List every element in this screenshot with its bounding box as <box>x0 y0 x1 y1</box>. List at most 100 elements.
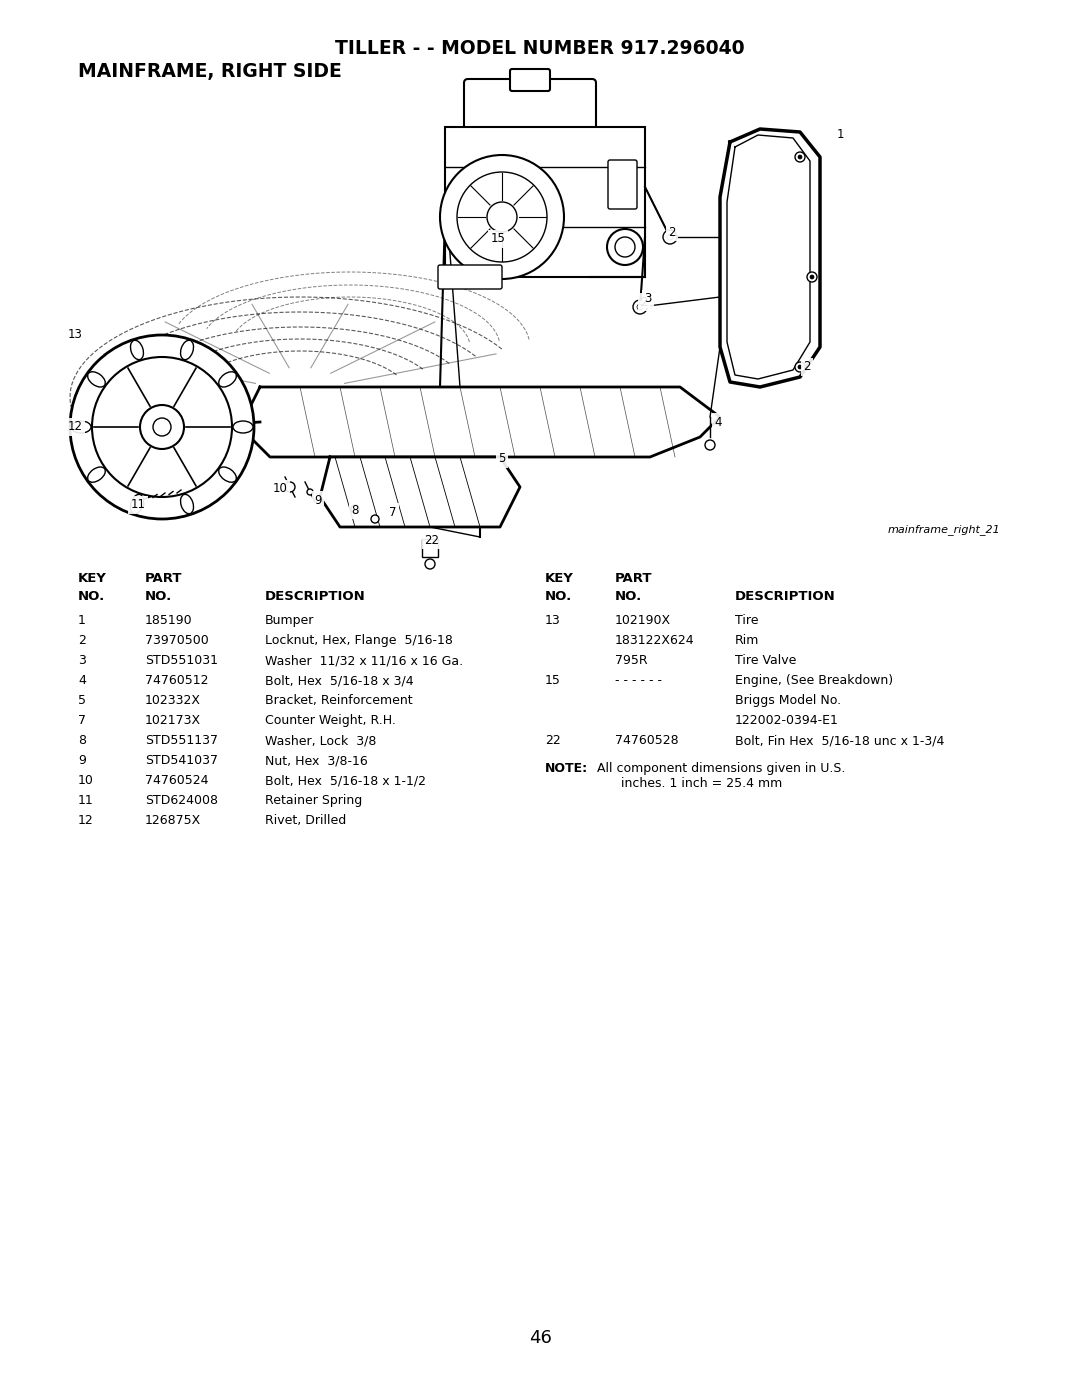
Text: Bolt, Hex  5/16-18 x 3/4: Bolt, Hex 5/16-18 x 3/4 <box>265 673 414 687</box>
Circle shape <box>798 365 802 369</box>
Text: 5: 5 <box>78 694 86 707</box>
Text: NO.: NO. <box>545 590 572 604</box>
Text: 102332X: 102332X <box>145 694 201 707</box>
Text: Bolt, Fin Hex  5/16-18 unc x 1-3/4: Bolt, Fin Hex 5/16-18 unc x 1-3/4 <box>735 733 944 747</box>
Text: 126875X: 126875X <box>145 814 201 827</box>
Text: Rivet, Drilled: Rivet, Drilled <box>265 814 347 827</box>
Text: 8: 8 <box>351 503 359 517</box>
Circle shape <box>615 237 635 257</box>
Text: 122002-0394-E1: 122002-0394-E1 <box>735 714 839 726</box>
Text: 73970500: 73970500 <box>145 634 208 647</box>
Circle shape <box>663 231 677 244</box>
Text: 22: 22 <box>424 534 440 546</box>
Text: PART: PART <box>615 571 652 585</box>
Text: 2: 2 <box>669 225 676 239</box>
Text: NOTE:: NOTE: <box>545 761 589 775</box>
Text: KEY: KEY <box>545 571 573 585</box>
Text: KEY: KEY <box>78 571 107 585</box>
Text: Bumper: Bumper <box>265 615 314 627</box>
Text: 11: 11 <box>78 793 94 807</box>
Circle shape <box>667 235 673 240</box>
FancyBboxPatch shape <box>608 161 637 210</box>
Circle shape <box>140 405 184 448</box>
Text: STD551137: STD551137 <box>145 733 218 747</box>
Circle shape <box>457 172 546 263</box>
Circle shape <box>440 155 564 279</box>
Text: 7: 7 <box>78 714 86 726</box>
Ellipse shape <box>219 467 237 482</box>
Text: 9: 9 <box>314 493 322 507</box>
Text: NO.: NO. <box>615 590 643 604</box>
Text: 46: 46 <box>528 1329 552 1347</box>
Text: - - - - - -: - - - - - - <box>615 673 662 687</box>
Text: 13: 13 <box>545 615 561 627</box>
Ellipse shape <box>233 420 253 433</box>
Text: 12: 12 <box>67 420 82 433</box>
Circle shape <box>285 482 295 492</box>
Circle shape <box>136 500 144 509</box>
Text: Tire: Tire <box>735 615 758 627</box>
Circle shape <box>637 305 643 310</box>
Text: mainframe_right_21: mainframe_right_21 <box>888 524 1000 535</box>
Text: 22: 22 <box>545 733 561 747</box>
Text: Counter Weight, R.H.: Counter Weight, R.H. <box>265 714 396 726</box>
Text: Locknut, Hex, Flange  5/16-18: Locknut, Hex, Flange 5/16-18 <box>265 634 453 647</box>
Text: 1: 1 <box>78 615 86 627</box>
Ellipse shape <box>87 467 105 482</box>
Text: Nut, Hex  3/8-16: Nut, Hex 3/8-16 <box>265 754 368 767</box>
Text: STD551031: STD551031 <box>145 654 218 666</box>
Text: 4: 4 <box>714 415 721 429</box>
Text: 102173X: 102173X <box>145 714 201 726</box>
Text: 5: 5 <box>498 453 505 465</box>
Circle shape <box>795 362 805 372</box>
Text: STD624008: STD624008 <box>145 793 218 807</box>
Text: Washer, Lock  3/8: Washer, Lock 3/8 <box>265 733 376 747</box>
Circle shape <box>705 440 715 450</box>
Text: 74760512: 74760512 <box>145 673 208 687</box>
Text: 15: 15 <box>490 232 505 246</box>
Ellipse shape <box>180 341 193 359</box>
Circle shape <box>633 300 647 314</box>
Text: MAINFRAME, RIGHT SIDE: MAINFRAME, RIGHT SIDE <box>78 61 341 81</box>
Text: Rim: Rim <box>735 634 759 647</box>
Circle shape <box>795 152 805 162</box>
Text: STD541037: STD541037 <box>145 754 218 767</box>
Text: 10: 10 <box>78 774 94 787</box>
Text: 9: 9 <box>78 754 86 767</box>
Ellipse shape <box>131 341 144 359</box>
Circle shape <box>372 515 379 522</box>
Ellipse shape <box>219 372 237 387</box>
Text: 13: 13 <box>68 327 82 341</box>
Text: 10: 10 <box>272 482 287 496</box>
Text: 74760528: 74760528 <box>615 733 678 747</box>
Circle shape <box>798 155 802 159</box>
Text: PART: PART <box>145 571 183 585</box>
Circle shape <box>351 504 359 513</box>
Text: 3: 3 <box>78 654 86 666</box>
FancyBboxPatch shape <box>464 80 596 138</box>
Text: NO.: NO. <box>145 590 172 604</box>
Text: 74760524: 74760524 <box>145 774 208 787</box>
Text: 8: 8 <box>78 733 86 747</box>
Circle shape <box>607 229 643 265</box>
Text: 11: 11 <box>131 499 146 511</box>
Text: 2: 2 <box>640 296 648 309</box>
Circle shape <box>153 418 171 436</box>
Text: Retainer Spring: Retainer Spring <box>265 793 362 807</box>
FancyBboxPatch shape <box>510 68 550 91</box>
Text: Bracket, Reinforcement: Bracket, Reinforcement <box>265 694 413 707</box>
Ellipse shape <box>71 420 91 433</box>
Text: 185190: 185190 <box>145 615 192 627</box>
Text: 15: 15 <box>545 673 561 687</box>
FancyBboxPatch shape <box>445 127 645 277</box>
Text: DESCRIPTION: DESCRIPTION <box>735 590 836 604</box>
Text: All component dimensions given in U.S.
       inches. 1 inch = 25.4 mm: All component dimensions given in U.S. i… <box>593 761 846 789</box>
Text: Washer  11/32 x 11/16 x 16 Ga.: Washer 11/32 x 11/16 x 16 Ga. <box>265 654 463 666</box>
Polygon shape <box>320 457 519 527</box>
Text: 183122X624: 183122X624 <box>615 634 694 647</box>
Text: 3: 3 <box>645 292 651 306</box>
Circle shape <box>92 358 232 497</box>
Text: Bolt, Hex  5/16-18 x 1-1/2: Bolt, Hex 5/16-18 x 1-1/2 <box>265 774 426 787</box>
Text: 4: 4 <box>78 673 86 687</box>
Ellipse shape <box>131 495 144 514</box>
